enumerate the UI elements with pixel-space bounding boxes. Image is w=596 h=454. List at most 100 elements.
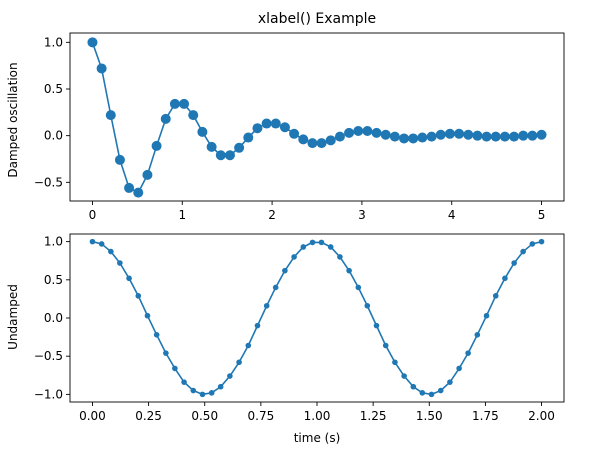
y-tick-label: 1.0 (44, 35, 63, 49)
data-point (346, 267, 352, 274)
data-point (380, 129, 391, 140)
data-point (454, 128, 465, 139)
x-tick-label: 0.75 (248, 409, 275, 423)
data-point (188, 110, 199, 121)
data-point (509, 131, 520, 142)
data-point (135, 293, 142, 299)
data-point (270, 118, 281, 129)
data-point (399, 133, 410, 144)
x-tick-label: 1.75 (472, 409, 499, 423)
data-point (444, 128, 455, 139)
data-point (465, 350, 471, 356)
x-tick-label: 1 (178, 208, 186, 222)
data-point (536, 129, 547, 140)
data-point (282, 267, 288, 274)
data-point (163, 350, 169, 356)
data-point (206, 141, 217, 152)
y-tick-label: 0.0 (44, 311, 63, 325)
data-point (160, 113, 171, 124)
data-point (142, 169, 153, 180)
data-point (179, 98, 190, 109)
data-point (327, 244, 334, 250)
data-point (371, 127, 382, 138)
data-point (344, 127, 355, 138)
data-point (289, 128, 300, 139)
data-point (190, 387, 197, 394)
data-point (215, 150, 226, 161)
data-point (490, 131, 501, 142)
data-point (263, 302, 270, 309)
data-point (337, 254, 343, 260)
x-axis-label-bottom: time (s) (294, 431, 341, 445)
y-tick-label: −0.5 (34, 175, 63, 189)
x-tick-label: 0.00 (79, 409, 106, 423)
data-point (318, 239, 325, 246)
y-tick-label: 0.0 (44, 129, 63, 143)
data-point (227, 373, 233, 379)
x-tick-label: 4 (448, 208, 456, 222)
x-tick-label: 1.50 (416, 409, 443, 423)
axes-frame (69, 32, 565, 202)
data-point (105, 110, 116, 121)
data-point (417, 132, 428, 143)
data-point (408, 133, 419, 144)
y-tick-label: −0.5 (34, 349, 63, 363)
data-point (518, 130, 529, 141)
data-point (307, 138, 318, 149)
series-line (92, 240, 542, 396)
y-tick-label: −1.0 (34, 387, 63, 401)
x-tick-label: 5 (538, 208, 546, 222)
data-point (382, 342, 389, 349)
data-point (144, 312, 151, 319)
data-point (298, 134, 309, 145)
data-point (87, 37, 98, 48)
data-point (245, 342, 252, 349)
x-tick-label: 3 (358, 208, 366, 222)
x-tick-label: 0 (89, 208, 97, 222)
y-tick-label: 1.0 (44, 235, 63, 249)
data-point (502, 275, 508, 282)
data-point (197, 126, 208, 137)
data-point (254, 322, 261, 329)
data-point (499, 131, 510, 142)
data-point (364, 302, 371, 309)
data-point (511, 260, 517, 266)
data-point (153, 332, 160, 338)
data-point (392, 359, 398, 366)
data-point (272, 284, 279, 291)
data-point (437, 387, 444, 394)
data-point (172, 365, 178, 372)
undamped-plot: Undamped time (s) 0.00 0.25 0.50 0.75 1.00 1.… (6, 233, 565, 445)
data-point (483, 312, 490, 319)
data-point (199, 391, 206, 398)
data-point (474, 332, 481, 338)
damped-oscillation-plot: xlabel() Example Damped oscillation 0 1 2 3… (6, 11, 565, 222)
data-point (208, 390, 215, 396)
data-point (124, 182, 135, 193)
data-point (538, 238, 545, 245)
data-point (114, 154, 125, 165)
x-tick-label: 1.00 (304, 409, 331, 423)
data-point (529, 241, 536, 247)
data-point (426, 131, 437, 142)
data-point (133, 187, 144, 198)
data-point (389, 131, 400, 142)
data-point (325, 135, 336, 146)
data-point (236, 359, 242, 366)
data-point (98, 241, 105, 247)
data-point (355, 284, 362, 291)
data-point (334, 131, 345, 142)
data-point (362, 126, 373, 136)
data-point (309, 239, 316, 246)
data-point (234, 142, 245, 153)
data-point (456, 365, 462, 372)
data-point (89, 238, 96, 245)
data-point (279, 122, 290, 133)
x-tick-label: 2 (268, 208, 276, 222)
x-tick-label: 0.50 (191, 409, 218, 423)
data-point (108, 248, 114, 255)
data-point (300, 244, 307, 250)
x-tick-label: 1.25 (360, 409, 387, 423)
